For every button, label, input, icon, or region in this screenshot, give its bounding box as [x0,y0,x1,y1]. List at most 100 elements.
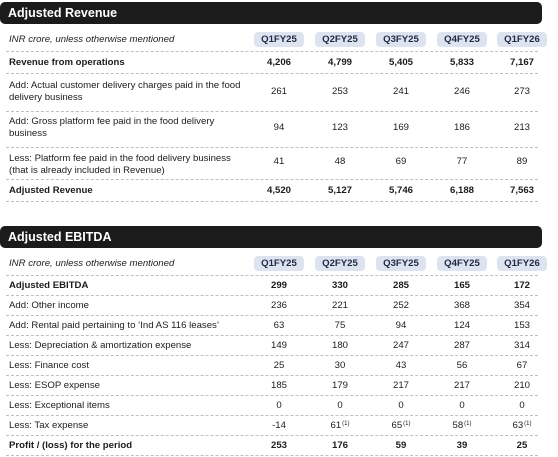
cell-value: 0 [276,400,282,411]
row-label: Add: Rental paid pertaining to ‘Ind AS 1… [9,320,219,331]
footnote-marker: (1) [524,421,532,427]
divider [6,51,538,52]
divider [6,395,538,396]
row-label: Less: Depreciation & amortization expens… [9,340,192,351]
cell-value: 261 [270,86,287,97]
cell-value: 247 [392,340,409,351]
cell-value: 330 [331,280,348,291]
cell-value: 25 [516,440,528,451]
cell-value: 41 [273,156,285,167]
divider [6,435,538,436]
cell-value: 4,520 [266,185,291,196]
table-row: Add: Rental paid pertaining to ‘Ind AS 1… [0,316,542,335]
divider [6,375,538,376]
cell-value: 287 [453,340,470,351]
col-q3fy25: Q3FY25 [376,32,426,47]
divider [6,179,538,180]
col-q3fy25: Q3FY25 [376,256,426,271]
cell-value: 94 [395,320,407,331]
cell-value: 0 [519,400,525,411]
cell-value: 63(1) [497,420,547,431]
table-row: Add: Other income 236 221 252 368 354 [0,296,542,315]
table-row: Less: Finance cost 25 30 43 56 67 [0,356,542,375]
cell-value: 30 [334,360,346,371]
row-label: Add: Gross platform fee paid in the food… [9,116,215,139]
cell-value: 65(1) [376,420,426,431]
table-row: Add: Actual customer delivery charges pa… [0,74,542,110]
cell-value: 314 [513,340,530,351]
cell-value: 241 [392,86,409,97]
cell-value: 180 [331,340,348,351]
divider [6,415,538,416]
table-row: Add: Gross platform fee paid in the food… [0,112,542,146]
cell-value: 179 [331,380,348,391]
value-text: 61 [330,420,342,431]
row-label: Adjusted Revenue [9,185,93,196]
col-q1fy26: Q1FY26 [497,32,547,47]
row-label: Add: Other income [9,300,89,311]
row-label: Less: ESOP expense [9,380,101,391]
cell-value: 252 [392,300,409,311]
cell-value: 354 [513,300,530,311]
cell-value: 253 [331,86,348,97]
cell-value: 75 [334,320,346,331]
col-q1fy25: Q1FY25 [254,256,304,271]
revenue-unit-note: INR crore, unless otherwise mentioned [9,34,175,45]
cell-value: 69 [395,156,407,167]
row-label: Less: Platform fee paid in the food deli… [9,153,231,176]
cell-value: 149 [270,340,287,351]
col-q1fy26: Q1FY26 [497,256,547,271]
cell-value: -14 [272,420,286,431]
ebitda-unit-note: INR crore, unless otherwise mentioned [9,258,175,269]
col-q2fy25: Q2FY25 [315,32,365,47]
col-q1fy25: Q1FY25 [254,32,304,47]
cell-value: 124 [453,320,470,331]
revenue-column-header: INR crore, unless otherwise mentioned Q1… [0,30,547,50]
cell-value: 273 [513,86,530,97]
cell-value: 5,405 [388,57,413,68]
cell-value: 4,799 [327,57,352,68]
footnote-marker: (1) [342,421,350,427]
cell-value: 0 [337,400,343,411]
cell-value: 43 [395,360,407,371]
divider [6,111,538,112]
row-label: Less: Exceptional items [9,400,110,411]
table-row: Less: ESOP expense 185 179 217 217 210 [0,376,542,395]
cell-value: 221 [331,300,348,311]
divider [6,455,538,456]
col-q4fy25: Q4FY25 [437,32,487,47]
table-row: Adjusted EBITDA 299 330 285 165 172 [0,276,542,295]
divider [6,275,538,276]
cell-value: 56 [456,360,468,371]
table-row: Adjusted Revenue 4,520 5,127 5,746 6,188… [0,180,542,200]
cell-value: 61(1) [315,420,365,431]
divider [6,295,538,296]
value-text: 58 [452,420,464,431]
cell-value: 165 [453,280,470,291]
table-row: Less: Platform fee paid in the food deli… [0,148,542,178]
cell-value: 236 [270,300,287,311]
table-row: Profit / (loss) for the period 253 176 5… [0,436,542,455]
table-row: Less: Tax expense -14 61(1) 65(1) 58(1) … [0,416,542,435]
table-row: Revenue from operations 4,206 4,799 5,40… [0,52,542,72]
cell-value: 89 [516,156,528,167]
cell-value: 0 [398,400,404,411]
cell-value: 176 [331,440,348,451]
footnote-marker: (1) [464,421,472,427]
cell-value: 67 [516,360,528,371]
col-q4fy25: Q4FY25 [437,256,487,271]
col-q2fy25: Q2FY25 [315,256,365,271]
cell-value: 5,746 [388,185,413,196]
cell-value: 217 [392,380,409,391]
cell-value: 299 [270,280,287,291]
cell-value: 48 [334,156,346,167]
value-text: 63 [512,420,524,431]
cell-value: 246 [453,86,470,97]
divider [6,315,538,316]
divider [6,147,538,148]
cell-value: 6,188 [449,185,474,196]
adjusted-revenue-header: Adjusted Revenue [0,2,542,24]
cell-value: 5,833 [449,57,474,68]
cell-value: 7,563 [509,185,534,196]
cell-value: 172 [513,280,530,291]
